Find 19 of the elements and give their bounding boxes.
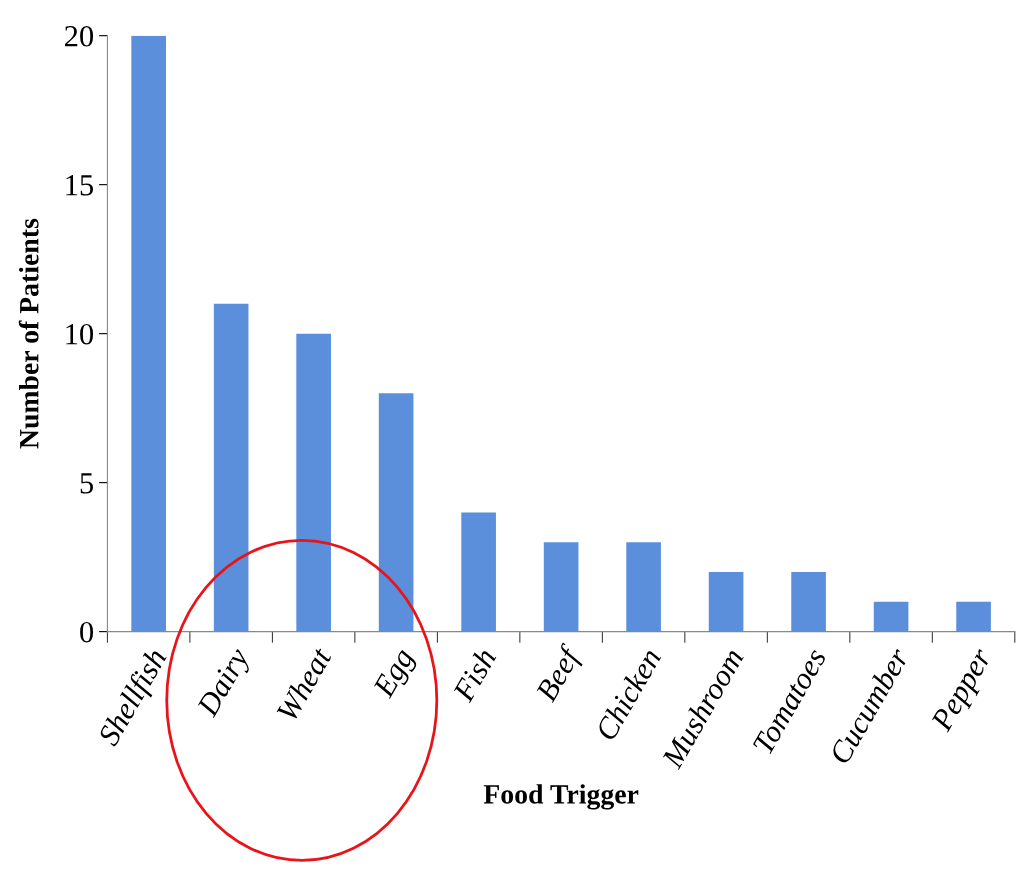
y-tick-label: 0 bbox=[80, 621, 94, 643]
bar bbox=[131, 35, 166, 632]
bar bbox=[873, 601, 909, 632]
y-tick-label: 10 bbox=[66, 323, 94, 345]
y-tick-label: 5 bbox=[80, 473, 94, 494]
bar bbox=[213, 303, 249, 632]
bar bbox=[626, 542, 661, 632]
bar bbox=[956, 601, 991, 632]
x-tick-label: Egg bbox=[372, 646, 420, 703]
bar bbox=[378, 393, 414, 632]
bar bbox=[461, 512, 496, 632]
bar bbox=[791, 572, 826, 632]
bar bbox=[296, 333, 331, 632]
y-axis-title: Number of Patients bbox=[18, 218, 39, 449]
x-axis-title: Food Trigger bbox=[483, 784, 639, 810]
bar bbox=[543, 542, 579, 632]
y-tick-label: 15 bbox=[66, 175, 94, 196]
bar bbox=[708, 572, 744, 632]
y-tick-label: 20 bbox=[65, 25, 94, 47]
